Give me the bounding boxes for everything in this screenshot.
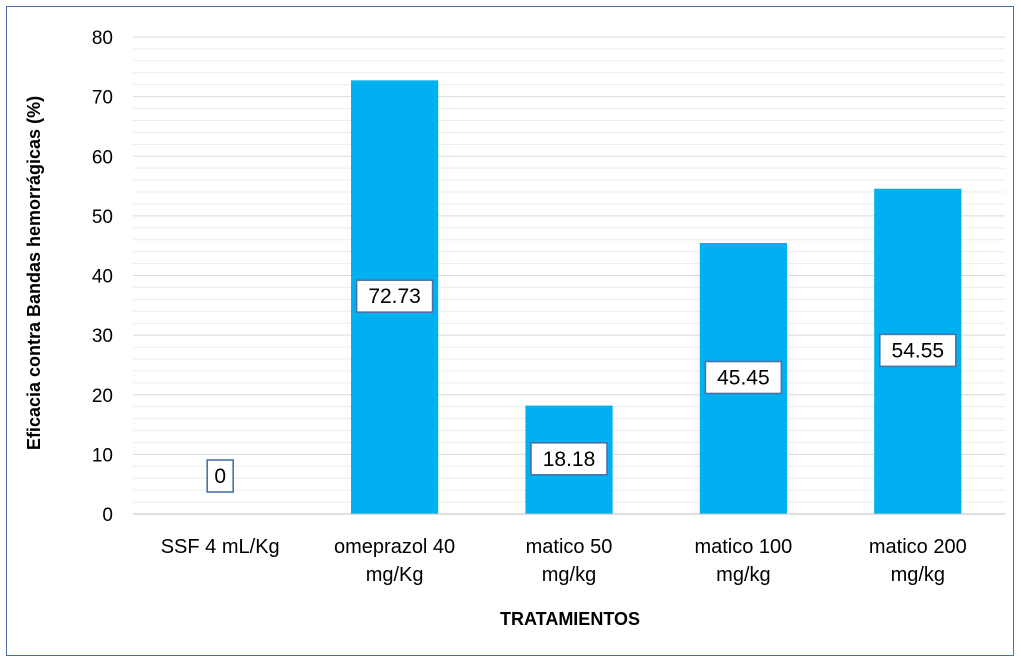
x-category-label: matico 50 mg/kg (526, 536, 613, 586)
data-label-text: 45.45 (717, 367, 770, 390)
data-label: 0 (206, 459, 234, 493)
x-category-labels: SSF 4 mL/Kg omeprazol 40 mg/Kg matico 50 mg/… (161, 536, 967, 586)
grid-lines (133, 36, 1005, 503)
x-axis-title: TRATAMIENTOS (500, 609, 640, 629)
y-tick-label: 0 (102, 505, 113, 526)
y-tick-label: 20 (92, 386, 113, 407)
data-label-box (878, 333, 957, 368)
data-labels: 0 72.73 18.18 45.45 54.55 (206, 279, 957, 493)
data-label-text: 0 (214, 465, 226, 488)
data-label-box (704, 360, 783, 395)
y-tick-label: 50 (92, 207, 113, 228)
y-tick-label: 80 (92, 28, 113, 49)
x-category-label: omeprazol 40 mg/Kg (334, 536, 455, 586)
data-label-box (530, 442, 608, 476)
data-label: 54.55 (878, 333, 957, 368)
y-tick-labels: 0 10 20 30 40 50 60 70 80 (92, 28, 113, 526)
y-tick-label: 10 (92, 445, 113, 466)
data-label: 72.73 (355, 279, 434, 313)
y-axis-title: Eficacia contra Bandas hemorrágicas (%) (24, 96, 44, 450)
bars (351, 80, 962, 515)
data-label-text: 54.55 (892, 339, 945, 362)
x-category-label: matico 200 mg/kg (869, 536, 967, 586)
y-tick-label: 40 (92, 267, 113, 288)
data-label-text: 72.73 (368, 285, 421, 308)
data-label-box (355, 279, 434, 313)
data-label-box (206, 459, 234, 493)
y-tick-label: 30 (92, 326, 113, 347)
x-category-label: matico 100 mg/kg (694, 536, 792, 586)
data-label: 45.45 (704, 360, 783, 395)
data-label-text: 18.18 (543, 448, 596, 471)
x-category-label: SSF 4 mL/Kg (161, 536, 280, 558)
chart-frame (6, 6, 1014, 656)
y-tick-label: 70 (92, 88, 113, 109)
y-tick-label: 60 (92, 147, 113, 168)
data-label: 18.18 (530, 442, 608, 476)
